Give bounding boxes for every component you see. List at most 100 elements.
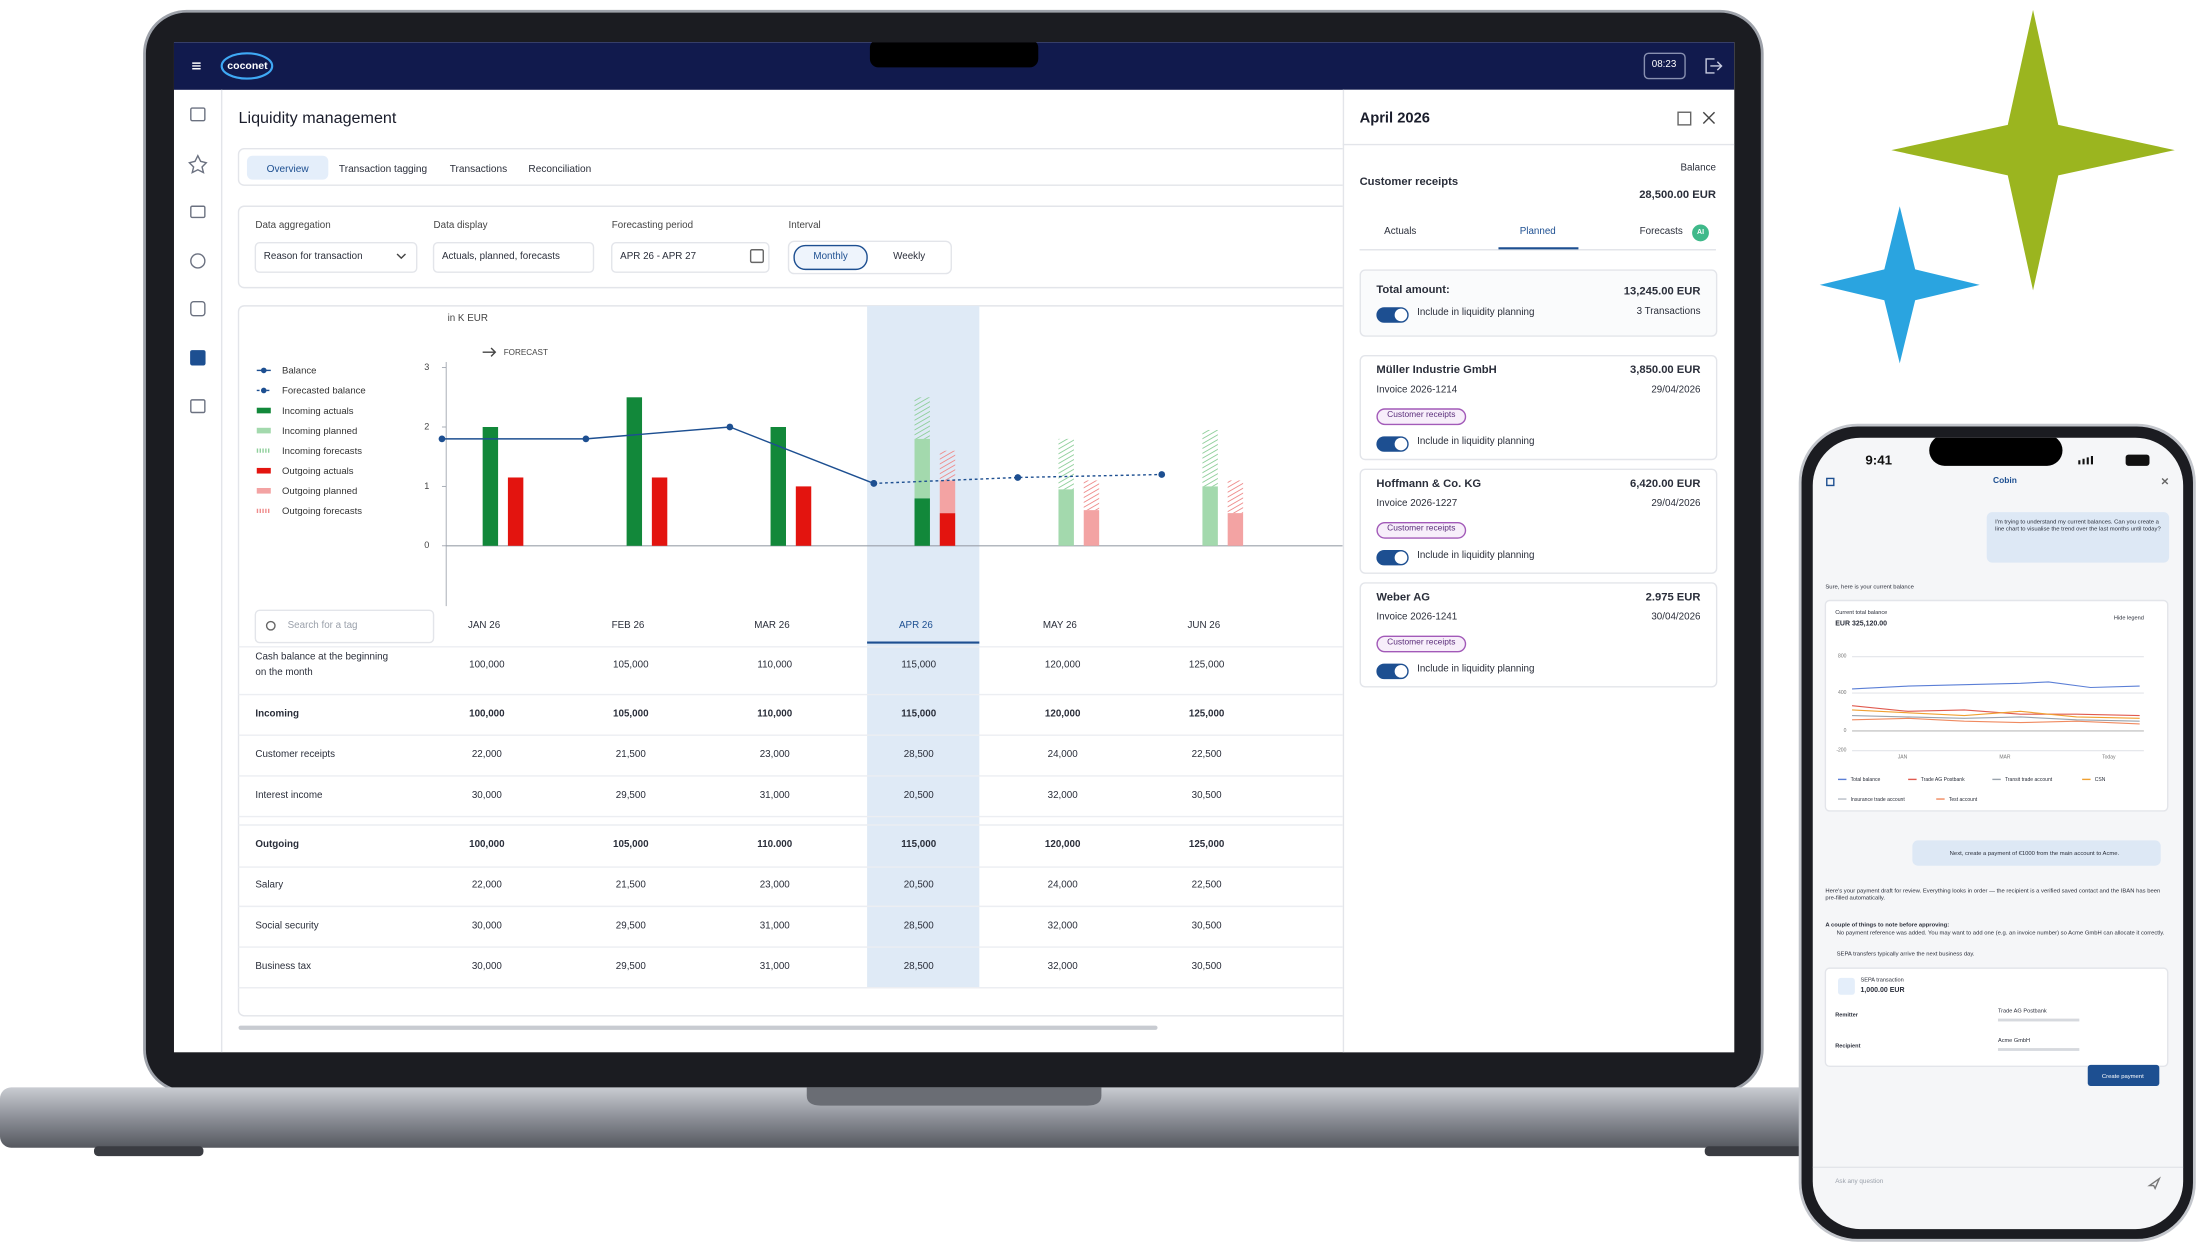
chat-title: Cobin [1993,477,2017,486]
mini-y-label: 0 [1843,727,1847,734]
sidebar-toggle[interactable] [1826,477,1835,487]
balance-card [1824,599,2169,812]
tab[interactable]: Overview [266,161,309,174]
mini-legend-swatch [1838,778,1847,781]
status-icons [2078,455,2094,465]
filter-value[interactable]: APR 26 - APR 27 [620,251,697,262]
table-cell: 125,000 [1188,709,1225,720]
table-cell: 30,000 [471,790,502,801]
search-placeholder[interactable]: Search for a tag [287,620,358,631]
bar [1202,486,1218,546]
toggle[interactable] [1376,435,1409,452]
bar [651,477,668,546]
send-icon[interactable] [2147,1176,2161,1191]
payer: Hoffmann & Co. KG [1376,477,1482,490]
panel-tab[interactable]: Forecasts [1639,226,1683,237]
legend-swatch [256,427,271,434]
menu-icon[interactable] [192,62,201,70]
legend-swatch [256,407,271,414]
column-header: JAN 26 [467,620,501,631]
row-label: Incoming [255,709,300,720]
laptop-screen: in K EUR FORECAST 0 1 2 3 Balance Forecasted ba… [173,42,1735,1053]
table-cell: 100,000 [469,709,505,720]
chat-input[interactable]: Ask any question [1835,1177,1884,1185]
filter-label: Interval [788,221,821,231]
toggle[interactable] [1376,662,1409,679]
table-cell: 23,000 [759,880,790,891]
filter-label: Data display [433,221,488,231]
scrollbar[interactable] [238,1025,1158,1030]
panel-tab[interactable]: Actuals [1384,226,1417,237]
search-box[interactable] [254,609,435,644]
user-bubble [1986,512,2170,563]
table-lines [238,646,1343,989]
table-cell: 100,000 [469,839,505,850]
legend-label: Outgoing actuals [282,466,354,477]
toggle[interactable] [1376,306,1409,323]
chevron [396,253,406,260]
column-header: APR 26 [898,620,933,631]
select[interactable] [254,242,418,273]
table-cell: 22,500 [1191,880,1222,891]
date-input[interactable] [611,242,770,273]
tab[interactable]: Reconciliation [528,161,592,174]
user-message: I'm trying to understand my current bala… [1995,517,2161,533]
battery [2125,454,2150,466]
forecast-arrow [482,347,497,357]
table-cell: 125,000 [1188,660,1225,671]
logout-icon[interactable] [1705,58,1723,74]
filter-value[interactable]: Actuals, planned, forecasts [441,251,560,262]
bar [939,513,956,546]
table-cell: 32,000 [1047,790,1078,801]
create-payment-button[interactable] [2087,1064,2160,1086]
payer: Müller Industrie GmbH [1376,363,1497,377]
table-cell: 105,000 [613,839,649,850]
button-label[interactable]: Create payment [2101,1072,2144,1080]
mini-legend-swatch [1936,798,1945,800]
tab[interactable]: Transactions [449,161,508,174]
panel-tab[interactable]: Planned [1519,226,1556,237]
ai-badge-label: AI [1697,228,1705,237]
bar [939,480,956,514]
legend-label: Incoming planned [282,426,357,437]
mini-chart [1851,656,2144,752]
mini-y-label: 800 [1838,653,1847,660]
table-cell: 31,000 [759,921,790,932]
close-icon[interactable] [2161,477,2169,485]
toggle[interactable] [1376,549,1409,565]
sidebar-icons[interactable] [188,107,208,414]
clock-box [1643,52,1686,80]
filter-value[interactable]: Reason for transaction [263,251,363,262]
invoice: Invoice 2026-1214 [1376,384,1458,395]
table-cell: 28,500 [903,750,934,760]
table-cell: 24,000 [1047,880,1078,891]
remitter: Trade AG Postbank [1997,1006,2047,1014]
close-icon[interactable] [1702,111,1716,124]
recipient: Acme GmbH [1997,1036,2031,1044]
transaction-card [1359,468,1718,574]
laptop-base [0,1087,1810,1148]
mini-y-label: -200 [1836,747,1847,754]
table-cell: 22,000 [471,880,502,891]
liquidity-chart: in K EUR FORECAST 0 1 2 3 Balance Forecasted ba… [256,313,1343,607]
mini-legend-swatch [1838,798,1847,800]
balance-label: Balance [1680,163,1716,174]
interval-active [793,244,868,271]
row-label: Interest income [255,790,323,801]
phone-screen: 9:41 Cobin I'm trying to understand my cur… [1812,437,2184,1230]
table-cell: 30,500 [1191,790,1222,801]
notes-title: A couple of things to note before approv… [1825,920,1950,928]
point [726,423,734,431]
expand-icon[interactable] [1677,111,1692,126]
bar [1058,438,1074,490]
row-label: Outgoing [255,839,300,850]
interval-option[interactable]: Weekly [893,251,926,262]
table-cell: 30,000 [471,921,502,932]
table-cell: 105,000 [613,709,649,720]
select[interactable] [432,242,595,273]
table-cell: 29,500 [615,790,646,801]
legend-toggle[interactable]: Hide legend [2113,613,2144,621]
table-cell: 21,500 [615,750,646,760]
tab[interactable]: Transaction tagging [338,161,428,174]
interval-option[interactable]: Monthly [813,251,848,262]
